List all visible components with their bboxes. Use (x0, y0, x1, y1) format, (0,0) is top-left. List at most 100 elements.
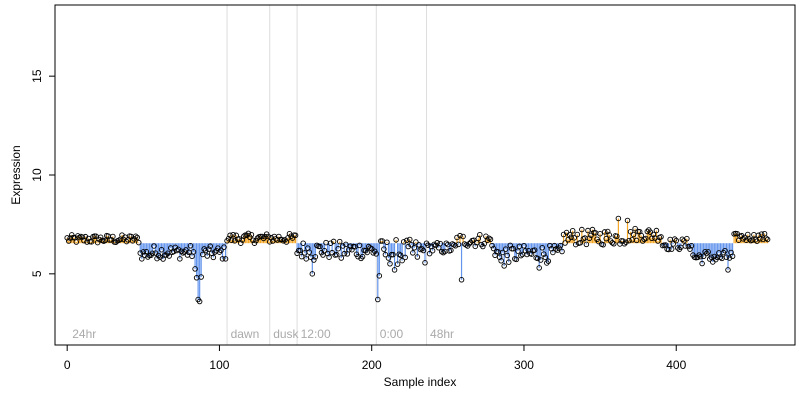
data-point-285 (498, 258, 504, 264)
data-point-141 (279, 236, 285, 243)
data-point-92 (204, 253, 211, 259)
data-point-16 (88, 239, 95, 245)
data-point-192 (356, 242, 363, 249)
data-point-0 (64, 235, 70, 241)
data-point-290 (505, 259, 512, 265)
data-point-352 (600, 242, 606, 248)
data-point-406 (682, 243, 689, 249)
data-point-448 (746, 236, 753, 242)
data-point-416 (697, 253, 704, 260)
data-point-3 (68, 232, 75, 238)
data-point-89 (199, 251, 206, 258)
data-point-221 (400, 239, 407, 245)
data-point-181 (340, 243, 346, 249)
data-point-155 (300, 240, 306, 246)
data-point-338 (579, 226, 585, 233)
data-point-194 (359, 253, 366, 260)
data-point-107 (227, 232, 233, 239)
y-axis-label: Expression (9, 145, 23, 204)
data-point-14 (85, 235, 92, 242)
data-point-223 (403, 237, 410, 244)
data-point-59 (154, 255, 160, 262)
data-point-255 (452, 243, 459, 249)
data-point-46 (134, 234, 140, 241)
data-point-227 (410, 250, 416, 256)
data-point-309 (534, 255, 541, 262)
data-point-279 (489, 242, 495, 249)
annotation-2: dusk (273, 327, 299, 341)
data-point-208 (381, 246, 387, 252)
y-tick-label-0: 5 (30, 270, 44, 277)
data-point-210 (384, 239, 390, 245)
data-point-434 (725, 267, 731, 273)
data-point-226 (408, 242, 415, 248)
data-point-377 (638, 232, 644, 239)
data-point-397 (668, 246, 675, 252)
axes: 0 100 200 300 400 5 10 15 (30, 69, 687, 372)
data-point-203 (373, 251, 380, 257)
annotation-1: dawn (231, 327, 260, 341)
data-point-101 (218, 247, 224, 254)
data-point-151 (294, 250, 300, 257)
data-point-295 (513, 256, 520, 263)
data-point-96 (210, 254, 217, 261)
x-tick-label-3: 300 (514, 358, 534, 372)
data-point-367 (623, 239, 629, 245)
data-point-257 (455, 241, 462, 248)
data-point-296 (515, 248, 521, 254)
data-point-4 (70, 234, 77, 241)
data-point-324 (557, 242, 564, 249)
data-point-350 (597, 230, 603, 237)
data-point-20 (94, 239, 101, 246)
data-point-47 (135, 239, 142, 246)
data-point-157 (303, 256, 309, 262)
data-point-1 (65, 238, 72, 244)
data-point-222 (402, 254, 408, 261)
data-point-460 (764, 236, 771, 243)
data-point-423 (708, 254, 715, 260)
data-point-204 (375, 296, 381, 303)
data-point-433 (723, 254, 730, 260)
data-point-258 (457, 232, 463, 239)
data-point-421 (705, 249, 711, 255)
data-point-57 (151, 243, 157, 249)
data-point-325 (559, 248, 565, 255)
data-point-420 (703, 250, 710, 257)
data-point-287 (501, 263, 507, 269)
data-point-52 (143, 248, 150, 255)
data-point-300 (521, 243, 527, 249)
data-point-50 (140, 249, 147, 255)
data-point-152 (295, 247, 302, 254)
data-point-366 (621, 241, 628, 247)
data-point-327 (562, 240, 568, 246)
data-point-201 (370, 250, 376, 256)
data-point-179 (336, 238, 343, 245)
data-point-183 (343, 241, 349, 248)
data-point-214 (390, 251, 396, 258)
data-point-180 (338, 255, 345, 261)
x-tick-label-4: 400 (666, 358, 686, 372)
data-point-320 (551, 242, 558, 249)
data-point-122 (250, 237, 256, 243)
annotation-5: 48hr (430, 327, 454, 341)
data-point-445 (742, 234, 748, 241)
data-point-93 (206, 246, 212, 252)
data-point-247 (440, 249, 447, 256)
data-point-314 (542, 254, 549, 260)
data-point-337 (577, 240, 584, 246)
data-point-83 (190, 249, 197, 255)
data-point-432 (722, 247, 728, 254)
data-point-425 (711, 253, 718, 260)
data-point-235 (422, 260, 428, 266)
data-point-410 (688, 243, 695, 249)
data-point-298 (518, 252, 524, 259)
data-point-159 (306, 249, 313, 255)
data-point-390 (658, 234, 664, 240)
data-point-206 (378, 238, 384, 244)
data-point-172 (326, 254, 332, 260)
data-point-211 (385, 255, 392, 261)
data-point-245 (437, 240, 443, 247)
data-point-368 (624, 217, 631, 224)
points (64, 215, 771, 305)
annotation-4: 0:00 (380, 327, 404, 341)
